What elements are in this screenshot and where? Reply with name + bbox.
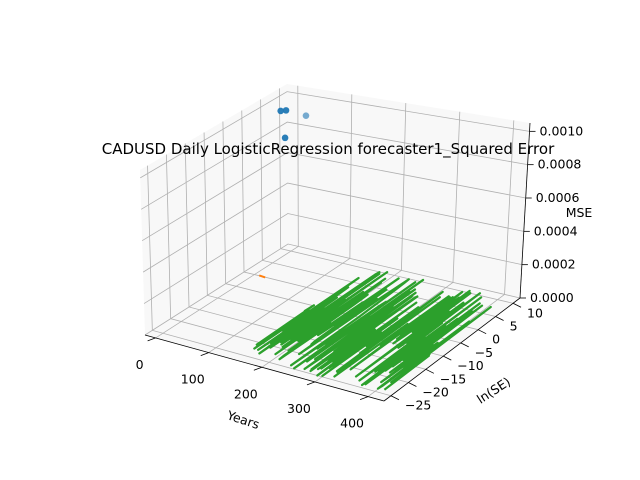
trace-line — [253, 270, 492, 391]
x-tick — [147, 337, 156, 342]
x-axis-label: Years — [224, 407, 261, 432]
axis-lines — [144, 122, 531, 402]
y-tick — [512, 302, 522, 308]
data-point — [282, 107, 290, 114]
y-tick — [425, 368, 435, 374]
y-tick — [443, 355, 452, 361]
y-tick-label: −20 — [422, 385, 448, 400]
z-tick-label: 0.0004 — [534, 223, 578, 238]
z-gridline — [144, 243, 521, 336]
gridlines — [140, 85, 530, 397]
z-axis-line — [519, 122, 531, 299]
y-tick-label: −25 — [405, 398, 431, 413]
x-tick-label: 400 — [340, 416, 364, 431]
y-tick-label: −15 — [440, 371, 466, 386]
y-tick — [460, 342, 469, 348]
x-tick-label: 300 — [287, 401, 311, 416]
pane-right — [287, 84, 530, 298]
x-tick — [359, 396, 369, 400]
data-point — [277, 107, 284, 115]
x-tick — [200, 352, 209, 356]
y-tick — [408, 382, 417, 387]
y-tick-label: 5 — [510, 318, 518, 333]
y-tick — [495, 316, 504, 321]
z-tick-label: 0.0008 — [538, 157, 582, 172]
z-gridline — [140, 121, 528, 210]
pane-back — [140, 84, 288, 335]
z-axis-label: MSE — [566, 205, 593, 220]
marker-point — [258, 274, 266, 279]
y-axis-label: ln(SE) — [474, 374, 513, 407]
z-gridline — [141, 152, 526, 242]
data-point — [281, 134, 289, 142]
z-tick-label: 0.0010 — [540, 123, 584, 138]
y-tick-label: 0 — [492, 332, 500, 347]
x-tick-label: 200 — [234, 386, 258, 401]
y-tick — [390, 395, 400, 401]
y-tick-label: −5 — [475, 345, 493, 360]
y-tick-label: −10 — [457, 358, 483, 373]
chart-title: CADUSD Daily LogisticRegression forecast… — [102, 140, 555, 159]
z-tick-label: 0.0002 — [532, 257, 576, 272]
x-axis-line — [144, 334, 385, 402]
data-series — [253, 107, 492, 391]
z-tick-label: 0.0006 — [536, 190, 580, 205]
y-tick-label: 10 — [527, 305, 543, 320]
data-point — [302, 112, 310, 119]
axis-ticks: 0100200300400−25−20−15−10−505100.00000.0… — [136, 123, 584, 430]
z-gridline — [142, 182, 524, 273]
x-tick — [253, 366, 262, 371]
y-tick — [477, 329, 487, 335]
y-axis-line — [383, 297, 521, 402]
z-gridline — [143, 213, 522, 304]
x-tick — [306, 381, 316, 386]
x-tick-label: 0 — [136, 357, 144, 372]
z-tick-label: 0.0000 — [530, 290, 574, 305]
z-gridline — [140, 91, 530, 179]
x-tick-label: 100 — [181, 372, 205, 387]
